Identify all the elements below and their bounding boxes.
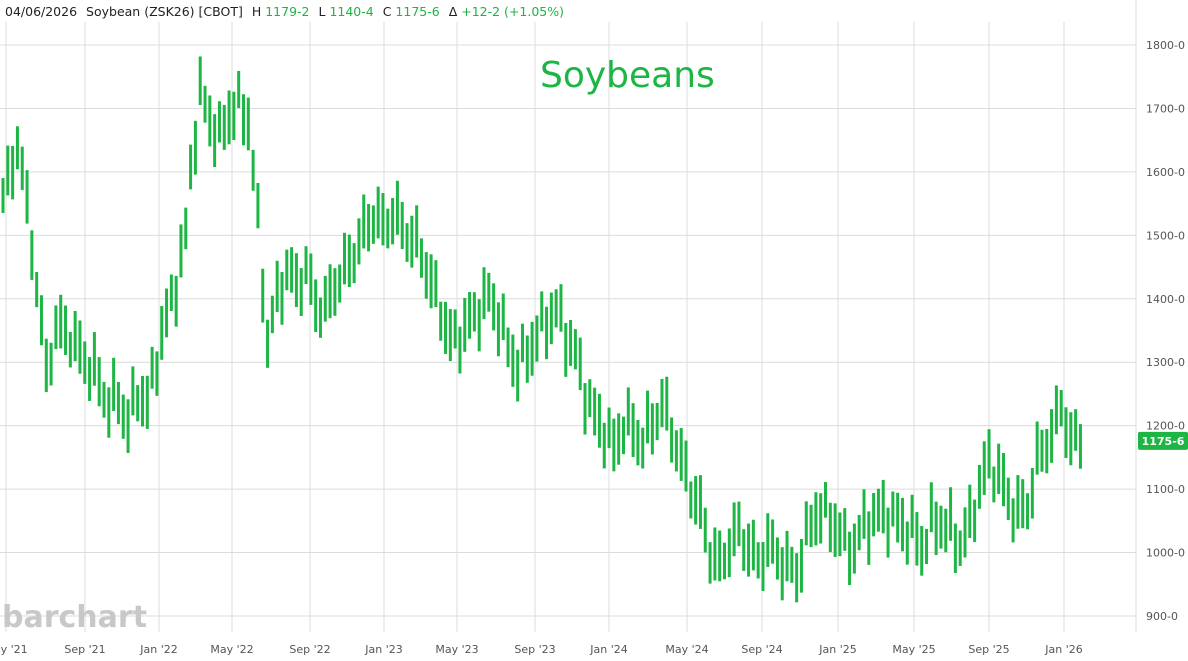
x-tick-label: Jan '26 [1044, 643, 1082, 656]
x-tick-label: Jan '24 [589, 643, 627, 656]
last-price-marker: 1175-6 [1138, 431, 1188, 450]
y-axis: 1800-0 1700-0 1600-0 1500-0 1400-0 1300-0 1200… [1146, 39, 1185, 623]
last-price-badge [1138, 431, 1188, 450]
y-tick-label: 1200-0 [1146, 420, 1185, 433]
close-prefix: C [383, 4, 392, 19]
y-tick-label: 1600-0 [1146, 166, 1185, 179]
x-tick-label: Sep '25 [968, 643, 1009, 656]
y-tick-label: 900-0 [1146, 610, 1178, 623]
quote-date: 04/06/2026 [5, 4, 77, 19]
change-value: +12-2 (+1.05%) [461, 4, 564, 19]
x-tick-label: Sep '24 [741, 643, 782, 656]
y-tick-label: 1500-0 [1146, 229, 1185, 242]
x-tick-label: Jan '22 [139, 643, 177, 656]
x-tick-label: May '24 [665, 643, 708, 656]
high-prefix: H [252, 4, 261, 19]
x-tick-label: May '22 [210, 643, 253, 656]
high-value: 1179-2 [265, 4, 309, 19]
x-axis: May '21 Sep '21 Jan '22 May '22 Sep '22 Jan '… [0, 643, 1083, 656]
x-tick-label: Jan '23 [364, 643, 402, 656]
x-tick-label: May '23 [435, 643, 478, 656]
ohlc-bars[interactable] [1, 56, 1082, 603]
x-tick-label: Sep '21 [64, 643, 105, 656]
change-prefix: Δ [449, 4, 458, 19]
chart-grid [0, 0, 1137, 632]
x-tick-label: Sep '23 [514, 643, 555, 656]
chart-title: Soybeans [540, 55, 715, 96]
close-value: 1175-6 [395, 4, 439, 19]
y-tick-label: 1400-0 [1146, 293, 1185, 306]
y-tick-label: 1800-0 [1146, 39, 1185, 52]
y-tick-label: 1300-0 [1146, 356, 1185, 369]
x-tick-label: Jan '25 [818, 643, 856, 656]
x-tick-label: May '21 [0, 643, 28, 656]
y-tick-label: 1700-0 [1146, 102, 1185, 115]
quote-header: 04/06/2026 Soybean (ZSK26) [CBOT] H 1179… [5, 4, 564, 19]
low-value: 1140-4 [329, 4, 373, 19]
x-tick-label: Sep '22 [289, 643, 330, 656]
y-tick-label: 1000-0 [1146, 547, 1185, 560]
last-price-value: 1175-6 [1142, 435, 1185, 448]
y-tick-label: 1100-0 [1146, 483, 1185, 496]
x-tick-label: May '25 [892, 643, 935, 656]
quote-symbol: Soybean (ZSK26) [CBOT] [86, 4, 243, 19]
barchart-watermark: barchart [2, 600, 147, 635]
low-prefix: L [318, 4, 325, 19]
